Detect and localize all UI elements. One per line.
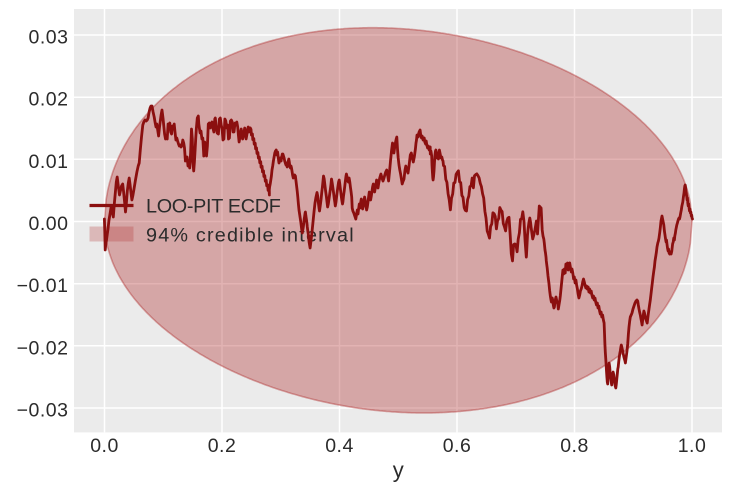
svg-text:−0.02: −0.02	[17, 337, 69, 359]
svg-text:−0.03: −0.03	[17, 400, 69, 422]
svg-text:0.02: 0.02	[29, 89, 69, 111]
svg-text:1.0: 1.0	[678, 435, 707, 457]
svg-text:0.2: 0.2	[208, 435, 237, 457]
svg-text:0.4: 0.4	[325, 435, 354, 457]
svg-text:0.00: 0.00	[29, 213, 69, 235]
svg-text:94% credible interval: 94% credible interval	[146, 225, 355, 247]
svg-text:0.6: 0.6	[443, 435, 472, 457]
svg-text:0.03: 0.03	[29, 27, 69, 49]
svg-text:0.8: 0.8	[560, 435, 589, 457]
svg-text:−0.01: −0.01	[17, 275, 69, 297]
svg-text:0.0: 0.0	[90, 435, 119, 457]
svg-text:LOO-PIT ECDF: LOO-PIT ECDF	[146, 196, 281, 218]
svg-text:y: y	[393, 458, 404, 483]
svg-text:0.01: 0.01	[29, 151, 69, 173]
